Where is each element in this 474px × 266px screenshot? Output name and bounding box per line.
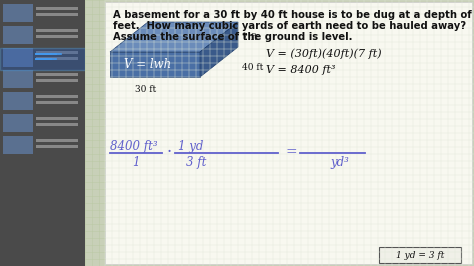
Bar [36, 79, 78, 82]
Bar [3, 70, 33, 88]
Bar [105, 2, 472, 264]
Bar [110, 52, 200, 77]
Bar [3, 136, 33, 154]
Polygon shape [200, 22, 238, 77]
Bar [85, 0, 105, 266]
Bar [36, 57, 78, 60]
Bar [3, 4, 33, 22]
Text: 30 ft: 30 ft [136, 85, 156, 94]
Text: 8400 ft³: 8400 ft³ [110, 140, 158, 153]
Text: 7 ft: 7 ft [242, 32, 258, 41]
Text: 1: 1 [132, 156, 139, 169]
Bar [0, 0, 85, 266]
Text: 3 ft: 3 ft [186, 156, 206, 169]
Bar [36, 29, 78, 32]
Bar [3, 48, 33, 66]
Text: ·: · [167, 143, 172, 160]
Text: yd³: yd³ [330, 156, 349, 169]
Polygon shape [110, 22, 238, 52]
Bar [3, 114, 33, 132]
Bar [36, 123, 78, 126]
Text: feet.  How many cubic yards of earth need to be hauled away?: feet. How many cubic yards of earth need… [113, 21, 466, 31]
Bar [3, 49, 33, 67]
Text: V = 8400 ft³: V = 8400 ft³ [266, 65, 336, 75]
Text: 1 yd: 1 yd [178, 140, 203, 153]
Bar [3, 92, 33, 110]
Bar [36, 13, 78, 16]
Bar [36, 73, 78, 76]
Text: 1 yd = 3 ft: 1 yd = 3 ft [396, 251, 444, 260]
Bar [0, 48, 85, 70]
FancyBboxPatch shape [379, 247, 461, 263]
Bar [36, 95, 78, 98]
Text: V = lwh: V = lwh [124, 58, 172, 71]
Text: 40 ft: 40 ft [242, 63, 264, 72]
Text: Assume the surface of the ground is level.: Assume the surface of the ground is leve… [113, 32, 353, 42]
Bar [36, 139, 78, 142]
Text: A basement for a 30 ft by 40 ft house is to be dug at a depth of 7: A basement for a 30 ft by 40 ft house is… [113, 10, 474, 20]
Bar [3, 26, 33, 44]
Text: V = (30ft)(40ft)(7 ft): V = (30ft)(40ft)(7 ft) [266, 48, 382, 59]
Bar [36, 7, 78, 10]
Bar [36, 145, 78, 148]
Text: =: = [286, 145, 298, 159]
Bar [36, 51, 78, 54]
Bar [36, 117, 78, 120]
Bar [36, 35, 78, 38]
Bar [36, 101, 78, 104]
